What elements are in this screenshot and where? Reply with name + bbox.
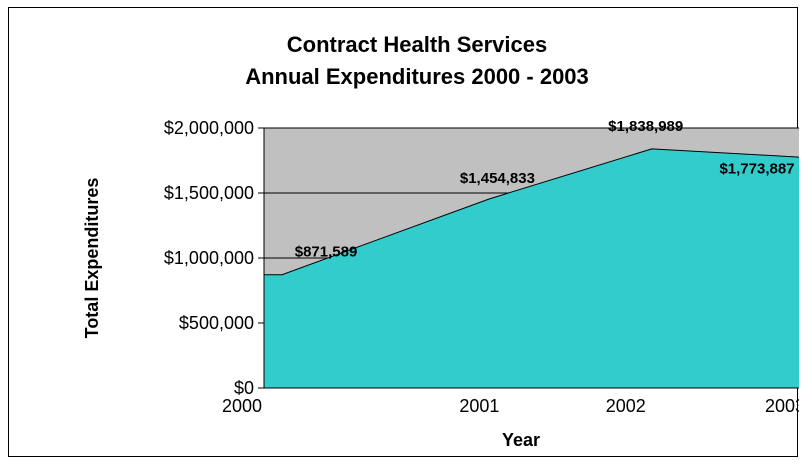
chart-title-line-1: Contract Health Services: [287, 32, 547, 57]
y-tick-label-4: $2,000,000: [164, 118, 254, 138]
x-tick-label-2000: 2000: [222, 396, 262, 416]
series-area: [263, 148, 799, 389]
data-point-2002: [651, 148, 653, 150]
y-axis-ticks: $0 $500,000 $1,000,000 $1,500,000 $2,000,000: [164, 118, 264, 398]
y-axis-title: Total Expenditures: [82, 178, 102, 339]
chart-title-line-2: Annual Expenditures 2000 - 2003: [245, 64, 589, 89]
data-labels: $871,589 $1,454,833 $1,838,989 $1,773,887: [295, 118, 795, 261]
data-label-2002: $1,838,989: [608, 118, 683, 135]
y-tick-label-3: $1,500,000: [164, 183, 254, 203]
data-point-2001: [488, 198, 490, 200]
data-label-2000: $871,589: [295, 244, 358, 261]
y-tick-label-1: $500,000: [179, 313, 254, 333]
data-points: [281, 148, 653, 276]
data-point-2000: [281, 274, 283, 276]
y-tick-label-0: $0: [234, 378, 254, 398]
x-axis-title: Year: [502, 430, 540, 450]
x-tick-label-2001: 2001: [459, 396, 499, 416]
x-axis-ticks: 2000 2001 2002 2003: [222, 396, 799, 416]
area-chart: Contract Health Services Annual Expendit…: [82, 32, 799, 450]
y-tick-label-2: $1,000,000: [164, 248, 254, 268]
data-label-2003: $1,773,887: [719, 160, 794, 177]
x-tick-label-2002: 2002: [606, 396, 646, 416]
data-label-2001: $1,454,833: [460, 170, 535, 187]
x-tick-label-2003: 2003: [765, 396, 799, 416]
chart-frame: Contract Health Services Annual Expendit…: [8, 7, 799, 457]
